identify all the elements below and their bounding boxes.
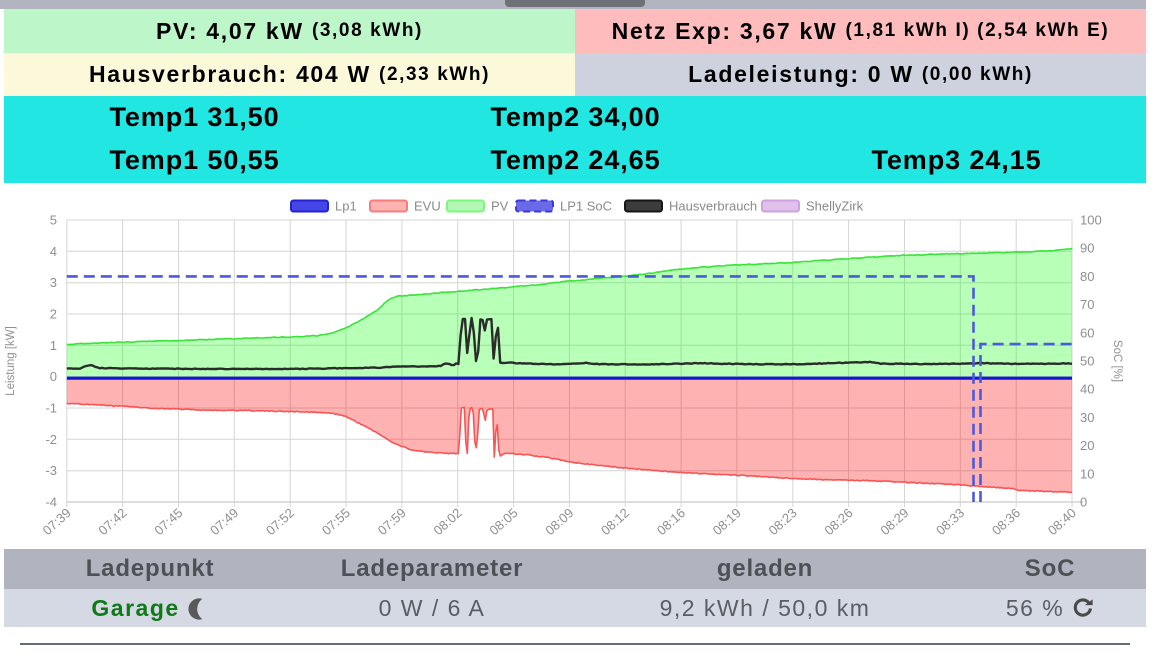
- svg-text:80: 80: [1080, 269, 1094, 284]
- svg-text:08:23: 08:23: [766, 505, 800, 538]
- svg-text:90: 90: [1080, 241, 1094, 256]
- svg-text:LP1 SoC: LP1 SoC: [560, 199, 612, 214]
- svg-text:0: 0: [1080, 495, 1087, 510]
- svg-text:2: 2: [50, 307, 57, 322]
- svg-text:07:52: 07:52: [263, 505, 297, 538]
- svg-text:08:16: 08:16: [654, 505, 688, 538]
- svg-text:07:59: 07:59: [375, 505, 409, 538]
- svg-text:Leistung [kW]: Leistung [kW]: [5, 326, 17, 396]
- svg-text:08:36: 08:36: [989, 505, 1023, 538]
- svg-text:ShellyZirk: ShellyZirk: [806, 199, 864, 214]
- svg-text:Hausverbrauch: Hausverbrauch: [669, 199, 757, 214]
- svg-text:1: 1: [50, 338, 57, 353]
- svg-text:-3: -3: [45, 463, 57, 478]
- svg-text:40: 40: [1080, 382, 1094, 397]
- svg-text:30: 30: [1080, 410, 1094, 425]
- svg-text:5: 5: [50, 213, 57, 228]
- svg-text:08:40: 08:40: [1045, 505, 1079, 538]
- svg-text:08:05: 08:05: [486, 505, 520, 538]
- svg-text:08:26: 08:26: [821, 505, 855, 538]
- svg-text:-4: -4: [45, 495, 57, 510]
- svg-text:08:33: 08:33: [933, 505, 967, 538]
- svg-text:PV: PV: [491, 199, 509, 214]
- svg-text:08:09: 08:09: [542, 505, 576, 538]
- svg-text:07:55: 07:55: [319, 505, 353, 538]
- svg-text:100: 100: [1080, 213, 1102, 228]
- svg-text:EVU: EVU: [414, 199, 441, 214]
- svg-text:08:19: 08:19: [710, 505, 744, 538]
- svg-text:08:12: 08:12: [598, 505, 632, 538]
- svg-text:08:29: 08:29: [877, 505, 911, 538]
- svg-text:Lp1: Lp1: [335, 199, 357, 214]
- svg-text:07:45: 07:45: [151, 505, 185, 538]
- svg-text:3: 3: [50, 275, 57, 290]
- svg-text:0: 0: [50, 369, 57, 384]
- svg-text:70: 70: [1080, 297, 1094, 312]
- svg-text:-2: -2: [45, 432, 57, 447]
- svg-text:60: 60: [1080, 325, 1094, 340]
- svg-text:SoC [%]: SoC [%]: [1111, 340, 1123, 382]
- svg-text:07:39: 07:39: [40, 505, 74, 538]
- svg-text:10: 10: [1080, 466, 1094, 481]
- svg-text:50: 50: [1080, 354, 1094, 369]
- svg-text:07:42: 07:42: [95, 505, 129, 538]
- svg-text:08:02: 08:02: [430, 505, 464, 538]
- svg-text:-1: -1: [45, 401, 57, 416]
- svg-text:20: 20: [1080, 438, 1094, 453]
- svg-text:4: 4: [50, 244, 57, 259]
- svg-text:07:49: 07:49: [207, 505, 241, 538]
